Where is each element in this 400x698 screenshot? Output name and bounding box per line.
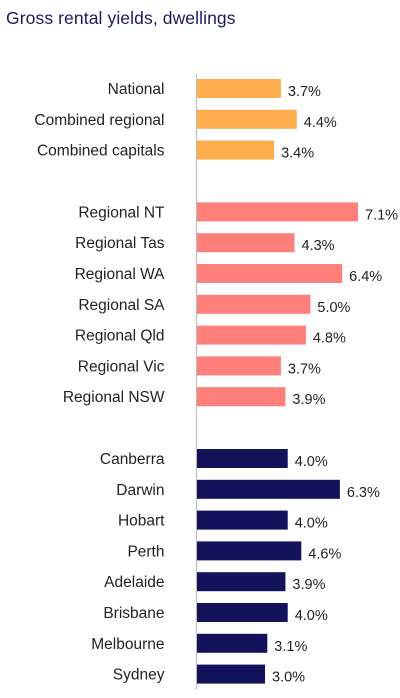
category-label-regional-nsw: Regional NSW: [63, 389, 165, 406]
bar-regional-vic: [197, 356, 281, 376]
value-label-brisbane: 4.0%: [295, 608, 328, 624]
bar-hobart: [197, 510, 288, 530]
bar-melbourne: [197, 633, 268, 653]
value-label-darwin: 6.3%: [347, 485, 380, 501]
category-label-combined-capitals: Combined capitals: [37, 143, 165, 160]
category-label-regional-nt: Regional NT: [78, 204, 165, 221]
category-label-sydney: Sydney: [113, 667, 165, 684]
value-label-regional-qld: 4.8%: [313, 331, 346, 347]
chart-title: Gross rental yields, dwellings: [6, 8, 236, 28]
value-label-melbourne: 3.1%: [274, 639, 307, 655]
bar-regional-tas: [197, 233, 295, 253]
category-label-combined-regional: Combined regional: [34, 112, 164, 129]
value-label-canberra: 4.0%: [295, 454, 328, 470]
bar-national: [197, 79, 281, 98]
category-label-regional-qld: Regional Qld: [75, 328, 165, 345]
value-label-regional-wa: 6.4%: [349, 269, 382, 285]
value-label-regional-sa: 5.0%: [317, 300, 350, 316]
category-label-canberra: Canberra: [100, 451, 165, 468]
category-label-regional-vic: Regional Vic: [78, 358, 165, 375]
category-label-brisbane: Brisbane: [103, 605, 164, 622]
category-label-regional-wa: Regional WA: [75, 266, 166, 283]
value-label-hobart: 4.0%: [295, 516, 328, 532]
bar-canberra: [197, 449, 288, 468]
value-label-regional-tas: 4.3%: [302, 238, 335, 254]
category-label-regional-tas: Regional Tas: [75, 235, 165, 252]
bar-combined-capitals: [197, 140, 275, 160]
value-label-combined-capitals: 3.4%: [281, 146, 314, 162]
bar-perth: [197, 541, 302, 561]
bar-brisbane: [197, 603, 288, 622]
bar-regional-nsw: [197, 387, 286, 407]
category-label-national: National: [108, 81, 165, 98]
value-label-adelaide: 3.9%: [292, 577, 325, 593]
category-label-hobart: Hobart: [118, 513, 165, 530]
bar-regional-qld: [197, 325, 306, 345]
bar-sydney: [197, 664, 266, 684]
bar-adelaide: [197, 572, 286, 592]
category-label-regional-sa: Regional SA: [78, 297, 165, 314]
category-label-adelaide: Adelaide: [104, 574, 164, 591]
category-label-perth: Perth: [127, 543, 164, 560]
bar-combined-regional: [197, 109, 297, 129]
bar-regional-wa: [197, 264, 343, 283]
value-label-regional-nsw: 3.9%: [292, 392, 325, 408]
bar-regional-sa: [197, 294, 311, 314]
value-label-sydney: 3.0%: [272, 670, 305, 686]
value-label-regional-vic: 3.7%: [288, 361, 321, 377]
bar-regional-nt: [197, 202, 358, 222]
category-label-melbourne: Melbourne: [91, 636, 164, 653]
value-label-combined-regional: 4.4%: [304, 115, 337, 131]
value-label-national: 3.7%: [288, 84, 321, 100]
bar-darwin: [197, 479, 340, 499]
value-label-perth: 4.6%: [308, 546, 341, 562]
category-label-darwin: Darwin: [116, 482, 164, 499]
value-label-regional-nt: 7.1%: [365, 207, 398, 223]
